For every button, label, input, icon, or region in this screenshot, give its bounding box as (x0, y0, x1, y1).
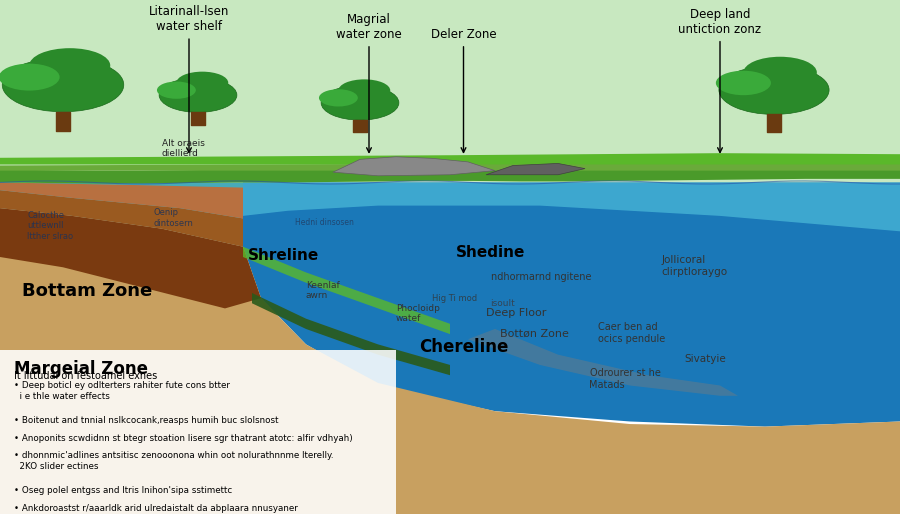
Polygon shape (0, 208, 261, 308)
Polygon shape (0, 182, 243, 218)
Text: Chereline: Chereline (418, 338, 508, 356)
Ellipse shape (176, 71, 229, 94)
Text: • Boitenut and tnnial nslkcocank,reasps humih buc slolsnost: • Boitenut and tnnial nslkcocank,reasps … (14, 416, 278, 426)
Ellipse shape (2, 58, 124, 112)
Polygon shape (252, 293, 450, 375)
Text: Jollicoral
clirptloraygo: Jollicoral clirptloraygo (662, 255, 727, 277)
Polygon shape (0, 350, 900, 514)
Text: Magrial
water zone: Magrial water zone (336, 13, 402, 153)
Ellipse shape (743, 57, 817, 88)
Polygon shape (333, 157, 495, 176)
Text: Bottam Zone: Bottam Zone (22, 282, 153, 300)
Ellipse shape (157, 82, 196, 99)
Text: Phocloidp
watef: Phocloidp watef (396, 304, 440, 323)
Polygon shape (0, 208, 900, 514)
Text: Hig Ti mod: Hig Ti mod (432, 293, 477, 303)
Ellipse shape (338, 79, 391, 102)
Text: Shedine: Shedine (455, 245, 526, 260)
Ellipse shape (159, 78, 237, 113)
Polygon shape (468, 329, 738, 396)
Ellipse shape (0, 64, 59, 90)
Text: • Anoponits scwdidnn st btegr stoation lisere sgr thatrant atotc: alfir vdhyah): • Anoponits scwdidnn st btegr stoation l… (14, 434, 352, 443)
Text: Litarinall-lsen
water shelf: Litarinall-lsen water shelf (148, 6, 230, 153)
Text: Calocthe
uttlewnll
ltther slrao: Calocthe uttlewnll ltther slrao (27, 211, 73, 241)
Polygon shape (486, 163, 585, 175)
Text: Caer ben ad
ocics pendule: Caer ben ad ocics pendule (598, 322, 666, 344)
Text: Sivatyie: Sivatyie (684, 354, 725, 364)
Polygon shape (243, 182, 900, 231)
Text: ndhormarnd ngitene: ndhormarnd ngitene (491, 272, 591, 282)
Ellipse shape (321, 85, 399, 120)
Text: Hedni dinsosen: Hedni dinsosen (294, 218, 354, 228)
Text: • Oseg polel entgss and Itris Inihon'sipa sstimettc: • Oseg polel entgss and Itris Inihon'sip… (14, 486, 232, 495)
Ellipse shape (30, 48, 111, 83)
Text: • Ankdoroastst r/aaarldk arid ulredaistalt da abplaara nnusyaner: • Ankdoroastst r/aaarldk arid ulredaista… (14, 504, 297, 513)
Text: Alt oraeis
diellierd: Alt oraeis diellierd (162, 139, 205, 158)
Polygon shape (0, 190, 243, 247)
Text: • dhonnmic'adlines antsitisc zenooonona whin oot nolurathnnme ItereIIy.
  2KO sl: • dhonnmic'adlines antsitisc zenooonona … (14, 451, 333, 471)
Polygon shape (0, 162, 900, 171)
Ellipse shape (719, 65, 829, 115)
Text: • Deep boticl ey odlterters rahiter fute cons btter
  i e thle water effects: • Deep boticl ey odlterters rahiter fute… (14, 381, 230, 401)
Text: isoult: isoult (491, 299, 515, 308)
Text: Deep land
untiction zonz: Deep land untiction zonz (679, 8, 761, 153)
Text: Keenlaf
awrn: Keenlaf awrn (306, 281, 340, 300)
Ellipse shape (319, 89, 358, 106)
Polygon shape (0, 166, 900, 183)
Text: Deep Floor: Deep Floor (486, 308, 546, 318)
Polygon shape (0, 350, 396, 514)
Polygon shape (243, 182, 900, 427)
Polygon shape (0, 0, 900, 190)
Text: Margeial Zone: Margeial Zone (14, 360, 148, 378)
Text: Deler Zone: Deler Zone (431, 28, 496, 153)
Text: Shreline: Shreline (248, 248, 320, 263)
Text: Oenip
dintosern: Oenip dintosern (153, 208, 193, 228)
Polygon shape (243, 247, 450, 334)
Polygon shape (0, 267, 900, 514)
Ellipse shape (716, 71, 771, 95)
Text: Bottøn Zone: Bottøn Zone (500, 328, 569, 339)
Polygon shape (0, 153, 900, 164)
Text: It littudal on festoamel exnes: It littudal on festoamel exnes (14, 371, 157, 381)
Text: Odrourer st he
Matads: Odrourer st he Matads (590, 369, 661, 390)
Polygon shape (0, 182, 243, 247)
